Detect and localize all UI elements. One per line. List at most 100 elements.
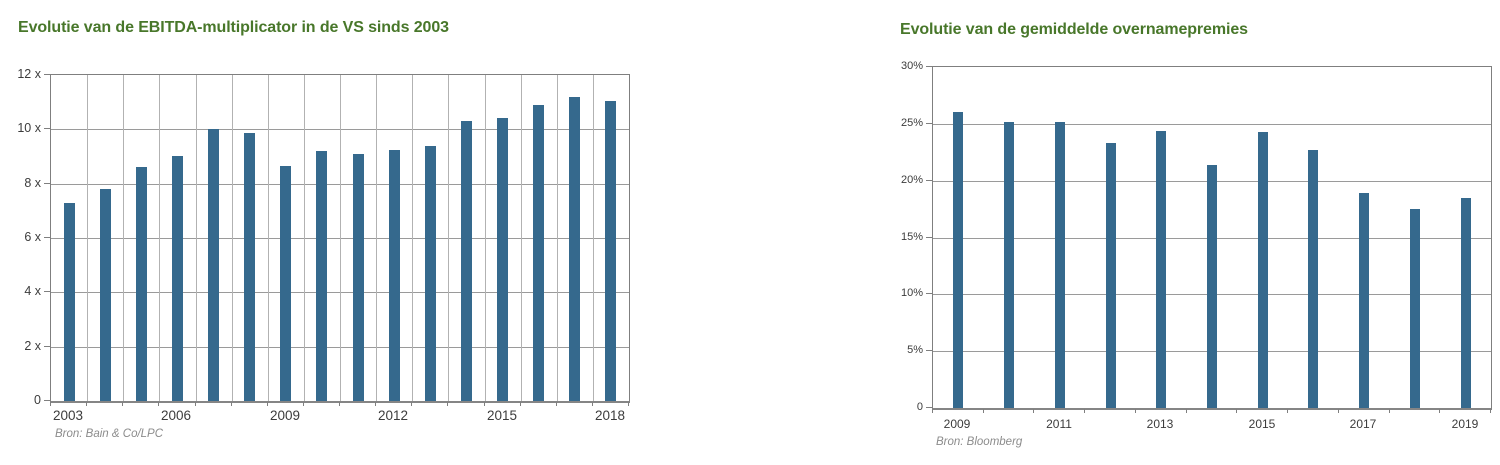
bar-2010 <box>1004 122 1014 408</box>
x-tick-mark <box>1135 409 1136 413</box>
bar-2016 <box>533 105 544 401</box>
x-tick-mark <box>932 409 933 413</box>
x-tick-mark <box>983 409 984 413</box>
y-tick-label: 2 x <box>24 339 41 353</box>
y-tick-label: 10% <box>900 287 923 299</box>
y-tick-label: 4 x <box>24 284 41 298</box>
x-tick-label-2018: 2018 <box>594 408 626 423</box>
y-tick-mark <box>926 237 932 238</box>
x-tick-mark <box>158 402 159 406</box>
chart-title-overnamepremies: Evolutie van de gemiddelde overnamepremi… <box>900 21 1248 38</box>
bar-2015 <box>497 118 508 401</box>
y-tick-mark <box>44 128 50 129</box>
bar-2006 <box>172 156 183 401</box>
bar-2015 <box>1258 132 1268 408</box>
bar-2009 <box>953 112 963 408</box>
bar-2019 <box>1461 198 1471 408</box>
x-tick-mark <box>411 402 412 406</box>
y-tick-label: 30% <box>900 60 923 72</box>
y-tick-label: 8 x <box>24 176 41 190</box>
v-gridline <box>87 75 88 401</box>
x-tick-mark <box>1033 409 1034 413</box>
chart-title-ebitda: Evolutie van de EBITDA-multiplicator in … <box>18 19 449 36</box>
x-tick-label-2009: 2009 <box>943 417 971 431</box>
y-tick-label: 0 <box>34 393 41 407</box>
v-gridline <box>159 75 160 401</box>
x-tick-label-2015: 2015 <box>1248 417 1276 431</box>
x-tick-label-2006: 2006 <box>160 408 192 423</box>
bar-2007 <box>208 129 219 401</box>
bar-2013 <box>1156 131 1166 408</box>
plot-area-ebitda <box>50 74 630 403</box>
x-tick-mark <box>1084 409 1085 413</box>
bar-2018 <box>1410 209 1420 408</box>
h-gridline <box>933 124 1491 125</box>
x-tick-mark <box>484 402 485 406</box>
v-gridline <box>485 75 486 401</box>
v-gridline <box>232 75 233 401</box>
y-tick-label: 25% <box>900 117 923 129</box>
x-tick-mark <box>1186 409 1187 413</box>
v-gridline <box>593 75 594 401</box>
v-gridline <box>196 75 197 401</box>
y-tick-mark <box>44 74 50 75</box>
v-gridline <box>376 75 377 401</box>
y-tick-mark <box>44 346 50 347</box>
x-tick-mark <box>303 402 304 406</box>
x-tick-mark <box>1338 409 1339 413</box>
x-tick-mark <box>447 402 448 406</box>
v-gridline <box>412 75 413 401</box>
x-tick-label-2009: 2009 <box>269 408 301 423</box>
x-tick-mark <box>520 402 521 406</box>
v-gridline <box>268 75 269 401</box>
source-note-ebitda: Bron: Bain & Co/LPC <box>55 428 164 440</box>
x-tick-mark <box>628 402 629 406</box>
y-tick-mark <box>44 237 50 238</box>
x-tick-mark <box>86 402 87 406</box>
bar-2012 <box>389 150 400 401</box>
x-tick-label-2015: 2015 <box>486 408 518 423</box>
x-tick-mark <box>375 402 376 406</box>
y-tick-mark <box>926 350 932 351</box>
bar-2016 <box>1308 150 1318 408</box>
y-tick-mark <box>44 400 50 401</box>
bar-2017 <box>1359 193 1369 408</box>
bar-2010 <box>316 151 327 401</box>
x-tick-mark <box>267 402 268 406</box>
y-tick-label: 12 x <box>17 67 41 81</box>
y-tick-label: 15% <box>900 231 923 243</box>
v-gridline <box>340 75 341 401</box>
y-tick-label: 6 x <box>24 230 41 244</box>
v-gridline <box>448 75 449 401</box>
bar-2013 <box>425 146 436 401</box>
x-tick-mark <box>592 402 593 406</box>
x-tick-mark <box>1490 409 1491 413</box>
x-tick-mark <box>1236 409 1237 413</box>
x-tick-mark <box>339 402 340 406</box>
v-gridline <box>521 75 522 401</box>
bar-2018 <box>605 101 616 401</box>
bar-2009 <box>280 166 291 401</box>
bar-2014 <box>1207 165 1217 408</box>
x-tick-mark <box>1287 409 1288 413</box>
v-gridline <box>557 75 558 401</box>
bar-2011 <box>353 154 364 401</box>
bar-2004 <box>100 189 111 401</box>
bar-2008 <box>244 133 255 401</box>
bar-2014 <box>461 121 472 401</box>
y-tick-mark <box>926 293 932 294</box>
y-tick-label: 10 x <box>17 121 41 135</box>
x-tick-mark <box>231 402 232 406</box>
x-tick-mark <box>556 402 557 406</box>
x-tick-label-2003: 2003 <box>52 408 84 423</box>
x-tick-label-2017: 2017 <box>1349 417 1377 431</box>
y-tick-mark <box>926 123 932 124</box>
y-tick-mark <box>926 180 932 181</box>
bar-2003 <box>64 203 75 401</box>
x-tick-mark <box>1389 409 1390 413</box>
x-tick-label-2019: 2019 <box>1451 417 1479 431</box>
y-tick-mark <box>926 407 932 408</box>
x-tick-mark <box>195 402 196 406</box>
y-tick-mark <box>44 183 50 184</box>
